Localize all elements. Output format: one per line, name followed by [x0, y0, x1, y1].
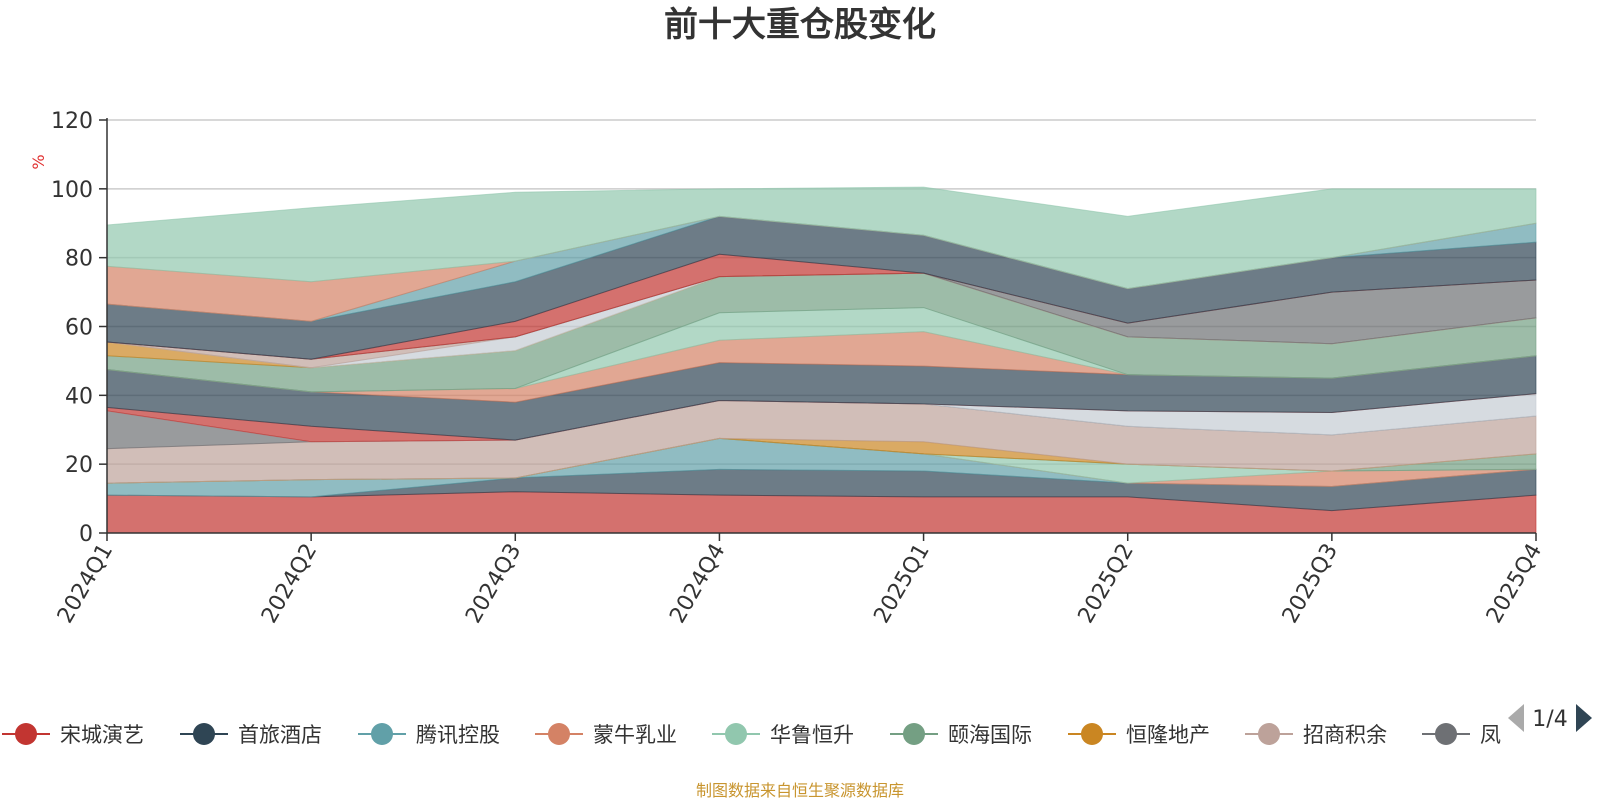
legend-marker-icon [15, 723, 37, 745]
legend-label: 腾讯控股 [416, 723, 500, 747]
legend-item[interactable]: 恒隆地产 [1068, 723, 1210, 747]
y-tick-label: 120 [51, 109, 93, 134]
y-unit-label: % [29, 154, 48, 169]
legend-item[interactable]: 凤 [1422, 723, 1501, 747]
legend-pager[interactable]: 1/4 [1508, 704, 1592, 732]
legend-marker-icon [725, 723, 747, 745]
x-tick-label: 2024Q1 [53, 540, 118, 628]
prev-page-arrow-icon[interactable] [1508, 704, 1524, 732]
legend-marker-icon [548, 723, 570, 745]
legend-label: 华鲁恒升 [770, 723, 854, 747]
legend-label: 蒙牛乳业 [593, 723, 677, 747]
legend-item[interactable]: 颐海国际 [890, 723, 1032, 747]
x-tick-label: 2024Q4 [665, 540, 730, 628]
next-page-arrow-icon[interactable] [1576, 704, 1592, 732]
legend-label: 恒隆地产 [1126, 723, 1210, 747]
legend-item[interactable]: 宋城演艺 [2, 723, 144, 747]
area-其他P [106, 186, 1537, 290]
legend-page-indicator: 1/4 [1532, 707, 1567, 732]
legend-label: 招商积余 [1303, 723, 1387, 747]
legend-marker-icon [1081, 723, 1103, 745]
legend-marker-icon [903, 723, 925, 745]
legend-marker-icon [193, 723, 215, 745]
source-note: 制图数据来自恒生聚源数据库 [696, 781, 904, 800]
legend-label: 首旅酒店 [238, 723, 322, 747]
x-tick-label: 2025Q2 [1074, 540, 1139, 628]
y-tick-label: 20 [65, 453, 93, 478]
x-tick-label: 2025Q1 [869, 540, 934, 628]
legend-label: 宋城演艺 [60, 723, 144, 747]
legend-marker-icon [1258, 723, 1280, 745]
y-tick-label: 40 [65, 384, 93, 409]
x-tick-label: 2024Q2 [257, 540, 322, 628]
legend-item[interactable]: 首旅酒店 [180, 723, 322, 747]
x-tick-label: 2025Q4 [1482, 540, 1547, 628]
area-series-group [106, 186, 1537, 534]
y-tick-label: 0 [79, 522, 93, 547]
chart-title: 前十大重仓股变化 [664, 5, 936, 45]
y-tick-label: 60 [65, 316, 93, 341]
y-tick-label: 80 [65, 247, 93, 272]
legend-item[interactable]: 蒙牛乳业 [535, 723, 677, 747]
legend-item[interactable]: 腾讯控股 [358, 723, 500, 747]
legend-label: 凤 [1480, 723, 1501, 747]
legend-label: 颐海国际 [948, 723, 1032, 747]
legend-marker-icon [371, 723, 393, 745]
y-tick-label: 100 [51, 178, 93, 203]
legend-item[interactable]: 招商积余 [1245, 723, 1387, 747]
x-tick-label: 2025Q3 [1278, 540, 1343, 628]
legend-item[interactable]: 华鲁恒升 [712, 723, 854, 747]
legend-marker-icon [1435, 723, 1457, 745]
legend[interactable]: 宋城演艺 首旅酒店 腾讯控股 蒙牛乳业 华鲁恒升 颐海国际 恒隆地产 招商积余 凤 [2, 723, 1501, 747]
x-tick-label: 2024Q3 [461, 540, 526, 628]
